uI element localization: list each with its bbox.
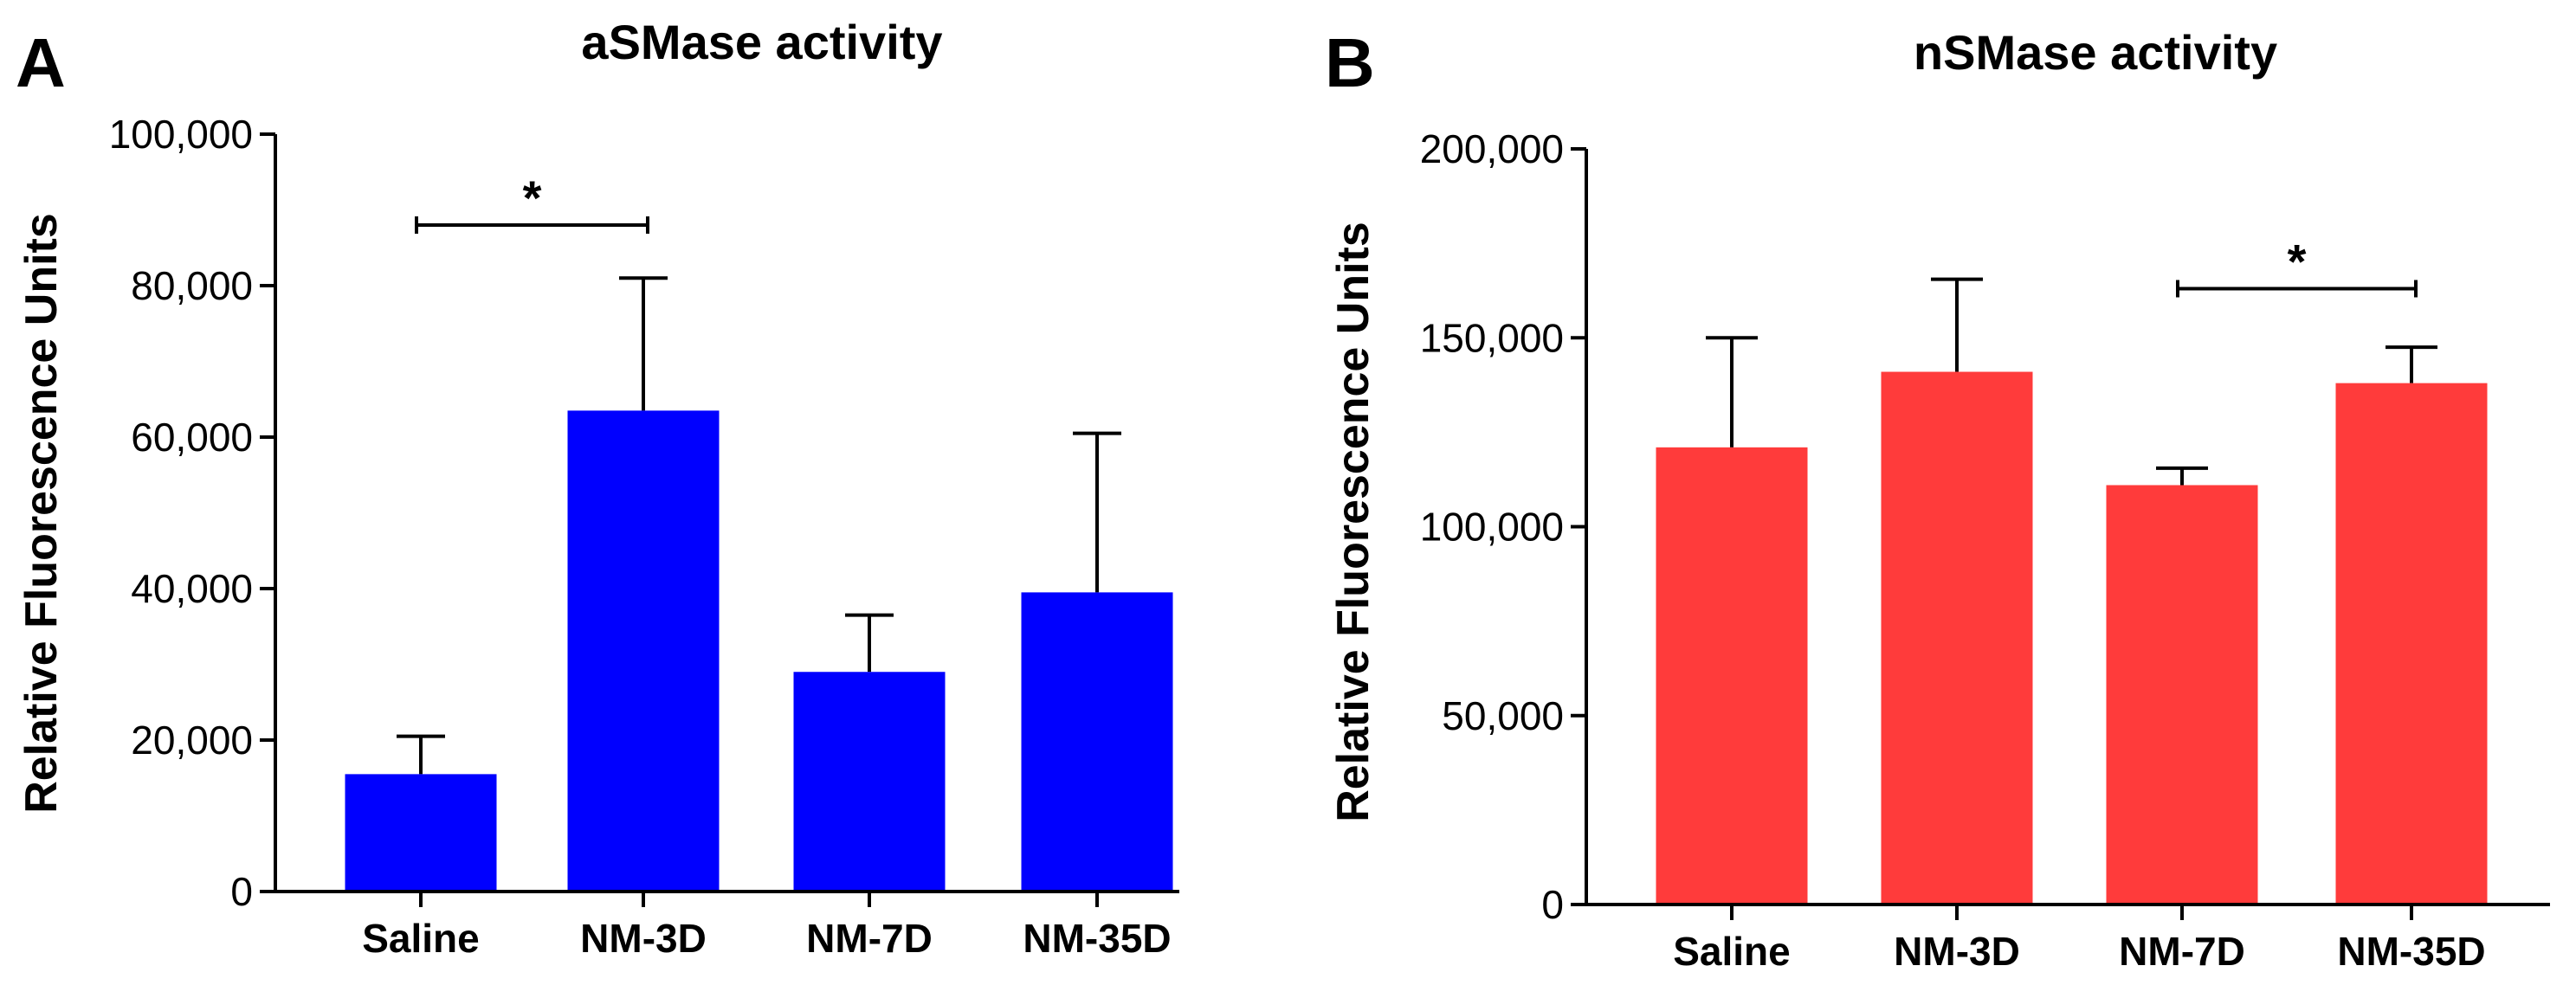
axes-a — [274, 134, 1179, 893]
bar-a — [345, 774, 497, 892]
y-tick-label: 40,000 — [131, 566, 253, 611]
chart-title-b: nSMase activity — [1914, 25, 2277, 80]
x-tick-label: NM-3D — [580, 916, 707, 961]
x-tick-label: NM-35D — [1023, 916, 1171, 961]
y-axis-label-a: Relative Fluorescence Units — [16, 213, 67, 814]
y-tick-label: 50,000 — [1442, 693, 1564, 738]
x-tick-label: Saline — [1673, 929, 1791, 974]
y-tick-label: 100,000 — [109, 112, 253, 157]
bars-a — [345, 276, 1173, 892]
bar-b — [2106, 485, 2258, 905]
x-tick-label: NM-7D — [2119, 929, 2245, 974]
panel-letter-b: B — [1325, 24, 1375, 101]
x-tick-label: NM-7D — [806, 916, 933, 961]
bar-b — [1881, 371, 2033, 905]
chart-title-a: aSMase activity — [581, 15, 942, 69]
y-tick-label: 0 — [1541, 882, 1564, 927]
y-ticks-a: 0 20,000 40,000 60,000 80,000 100,000 — [109, 112, 275, 914]
bar-a — [1021, 592, 1173, 892]
significance-label: * — [2288, 235, 2307, 289]
significance-label: * — [523, 171, 542, 225]
x-tick-labels-a: Saline NM-3D NM-7D NM-35D — [362, 892, 1172, 961]
panel-letter-a: A — [16, 24, 66, 101]
y-tick-label: 200,000 — [1420, 126, 1564, 171]
bars-b — [1656, 277, 2488, 905]
bar-a — [567, 410, 720, 892]
panel-a: A aSMase activity Relative Fluorescence … — [16, 15, 1179, 961]
x-tick-labels-b: Saline NM-3D NM-7D NM-35D — [1673, 905, 2486, 974]
x-tick-label: NM-35D — [2337, 929, 2485, 974]
y-tick-label: 80,000 — [131, 263, 253, 308]
x-tick-label: Saline — [362, 916, 480, 961]
panel-b: B nSMase activity Relative Fluorescence … — [1325, 24, 2550, 974]
axes-b — [1585, 149, 2550, 906]
bar-b — [2335, 383, 2488, 905]
significance-b: * — [2176, 235, 2418, 298]
y-tick-label: 20,000 — [131, 718, 253, 763]
x-tick-label: NM-3D — [1894, 929, 2020, 974]
significance-a: * — [415, 171, 649, 234]
bar-a — [793, 672, 946, 892]
y-tick-label: 150,000 — [1420, 315, 1564, 360]
y-axis-label-b: Relative Fluorescence Units — [1328, 222, 1378, 822]
y-tick-label: 60,000 — [131, 415, 253, 460]
y-ticks-b: 0 50,000 100,000 150,000 200,000 — [1420, 126, 1586, 927]
y-tick-label: 100,000 — [1420, 505, 1564, 550]
y-tick-label: 0 — [230, 869, 253, 914]
bar-b — [1656, 447, 1808, 905]
